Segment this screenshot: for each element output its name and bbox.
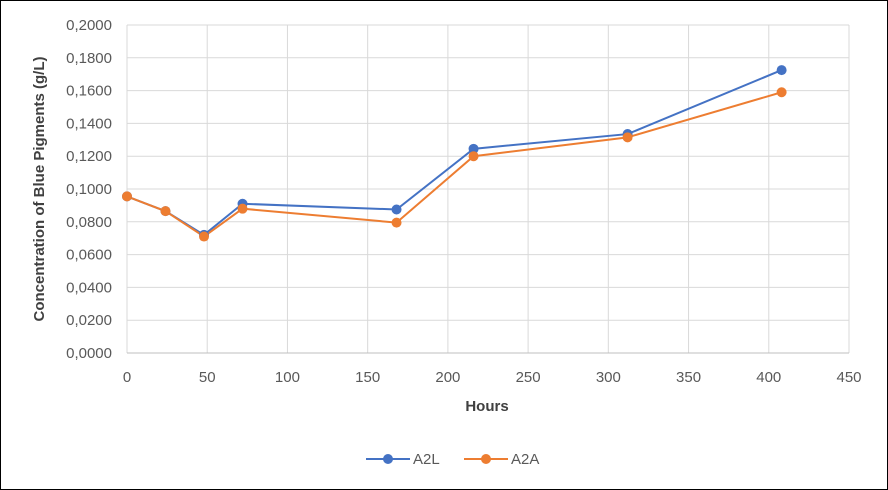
data-point-a2l: [776, 65, 787, 76]
y-tick-label: 0,0800: [66, 214, 112, 231]
x-tick-labels: 0 50 100 150 200 250 300 350 400 450: [123, 369, 862, 386]
y-tick-label: 0,0000: [66, 345, 112, 362]
x-tick-label: 450: [836, 369, 861, 386]
gridlines: [126, 24, 850, 354]
x-tick-label: 150: [355, 369, 380, 386]
data-point-a2a: [776, 87, 787, 98]
legend-label: A2A: [511, 451, 539, 468]
x-tick-label: 0: [123, 369, 131, 386]
data-point-a2a: [160, 206, 171, 217]
x-tick-label: 100: [275, 369, 300, 386]
data-point-a2l: [468, 143, 479, 154]
data-point-a2a: [622, 132, 633, 143]
x-tick-label: 400: [756, 369, 781, 386]
y-tick-label: 0,2000: [66, 17, 112, 34]
y-tick-label: 0,1600: [66, 83, 112, 100]
x-tick-label: 200: [435, 369, 460, 386]
legend-swatch-marker: [383, 454, 393, 464]
data-point-a2a: [199, 231, 210, 242]
x-tick-label: 300: [596, 369, 621, 386]
y-tick-label: 0,1800: [66, 50, 112, 67]
legend-item-a2l: A2L: [366, 451, 440, 468]
y-tick-label: 0,1000: [66, 181, 112, 198]
data-point-a2a: [237, 203, 248, 214]
series-line-a2l: [126, 69, 782, 237]
x-tick-label: 250: [516, 369, 541, 386]
y-axis-title: Concentration of Blue Pigments (g/L): [31, 56, 48, 321]
legend-item-a2a: A2A: [464, 451, 539, 468]
series-lines: [122, 65, 787, 242]
x-axis-title: Hours: [465, 398, 508, 415]
series-line-a2a: [126, 91, 782, 238]
legend: A2L A2A: [366, 451, 539, 468]
legend-label: A2L: [413, 451, 440, 468]
y-tick-label: 0,1200: [66, 148, 112, 165]
data-point-a2a: [468, 151, 479, 162]
y-tick-labels: 0,0000 0,0200 0,0400 0,0600 0,0800 0,1000 0,12…: [66, 17, 112, 362]
y-tick-label: 0,0400: [66, 279, 112, 296]
data-point-a2l: [391, 204, 402, 215]
data-point-a2a: [122, 191, 132, 202]
data-point-a2a: [391, 217, 402, 228]
legend-swatch-marker: [481, 454, 491, 464]
y-tick-label: 0,1400: [66, 115, 112, 132]
y-tick-label: 0,0200: [66, 312, 112, 329]
y-tick-label: 0,0600: [66, 247, 112, 264]
x-tick-label: 350: [676, 369, 701, 386]
x-tick-label: 50: [199, 369, 216, 386]
